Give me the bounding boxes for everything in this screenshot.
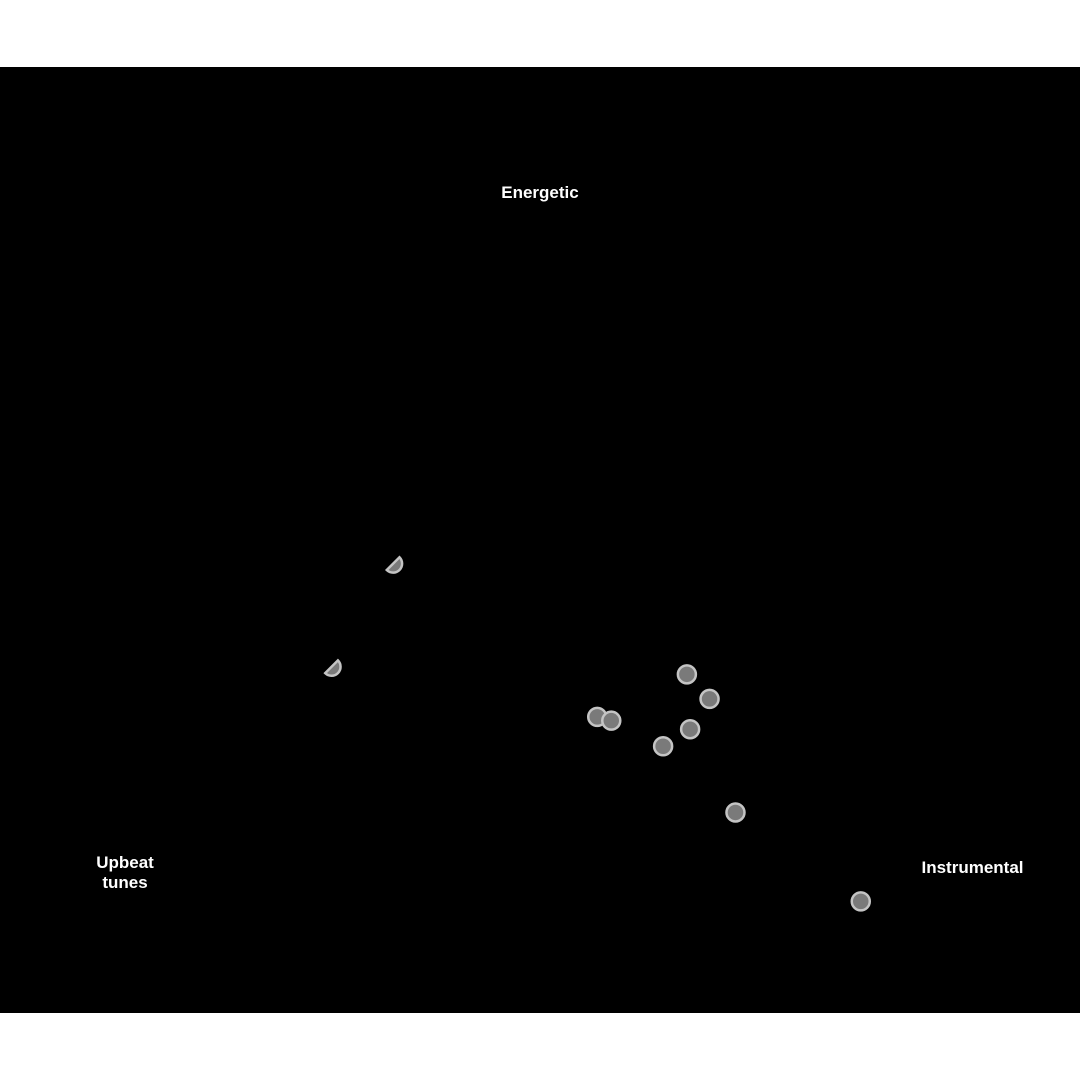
label-upbeat-tunes: Upbeat tunes (50, 853, 200, 893)
data-point-2 (323, 658, 342, 678)
label-upbeat-line1: Upbeat (96, 853, 154, 872)
data-point-1 (384, 555, 404, 574)
label-upbeat-line2: tunes (102, 873, 148, 892)
label-instrumental: Instrumental (921, 858, 1024, 877)
data-point-9 (725, 802, 746, 823)
label-energetic: Energetic (501, 183, 579, 202)
data-point-6 (601, 710, 622, 731)
data-point-4 (699, 688, 720, 710)
data-point-7 (679, 718, 701, 740)
scatter-plot (323, 555, 872, 912)
data-point-10 (850, 891, 872, 912)
data-point-3 (676, 664, 698, 685)
data-point-8 (652, 735, 674, 757)
chart-area: Energetic Upbeat tunes Instrumental (0, 67, 1080, 1013)
